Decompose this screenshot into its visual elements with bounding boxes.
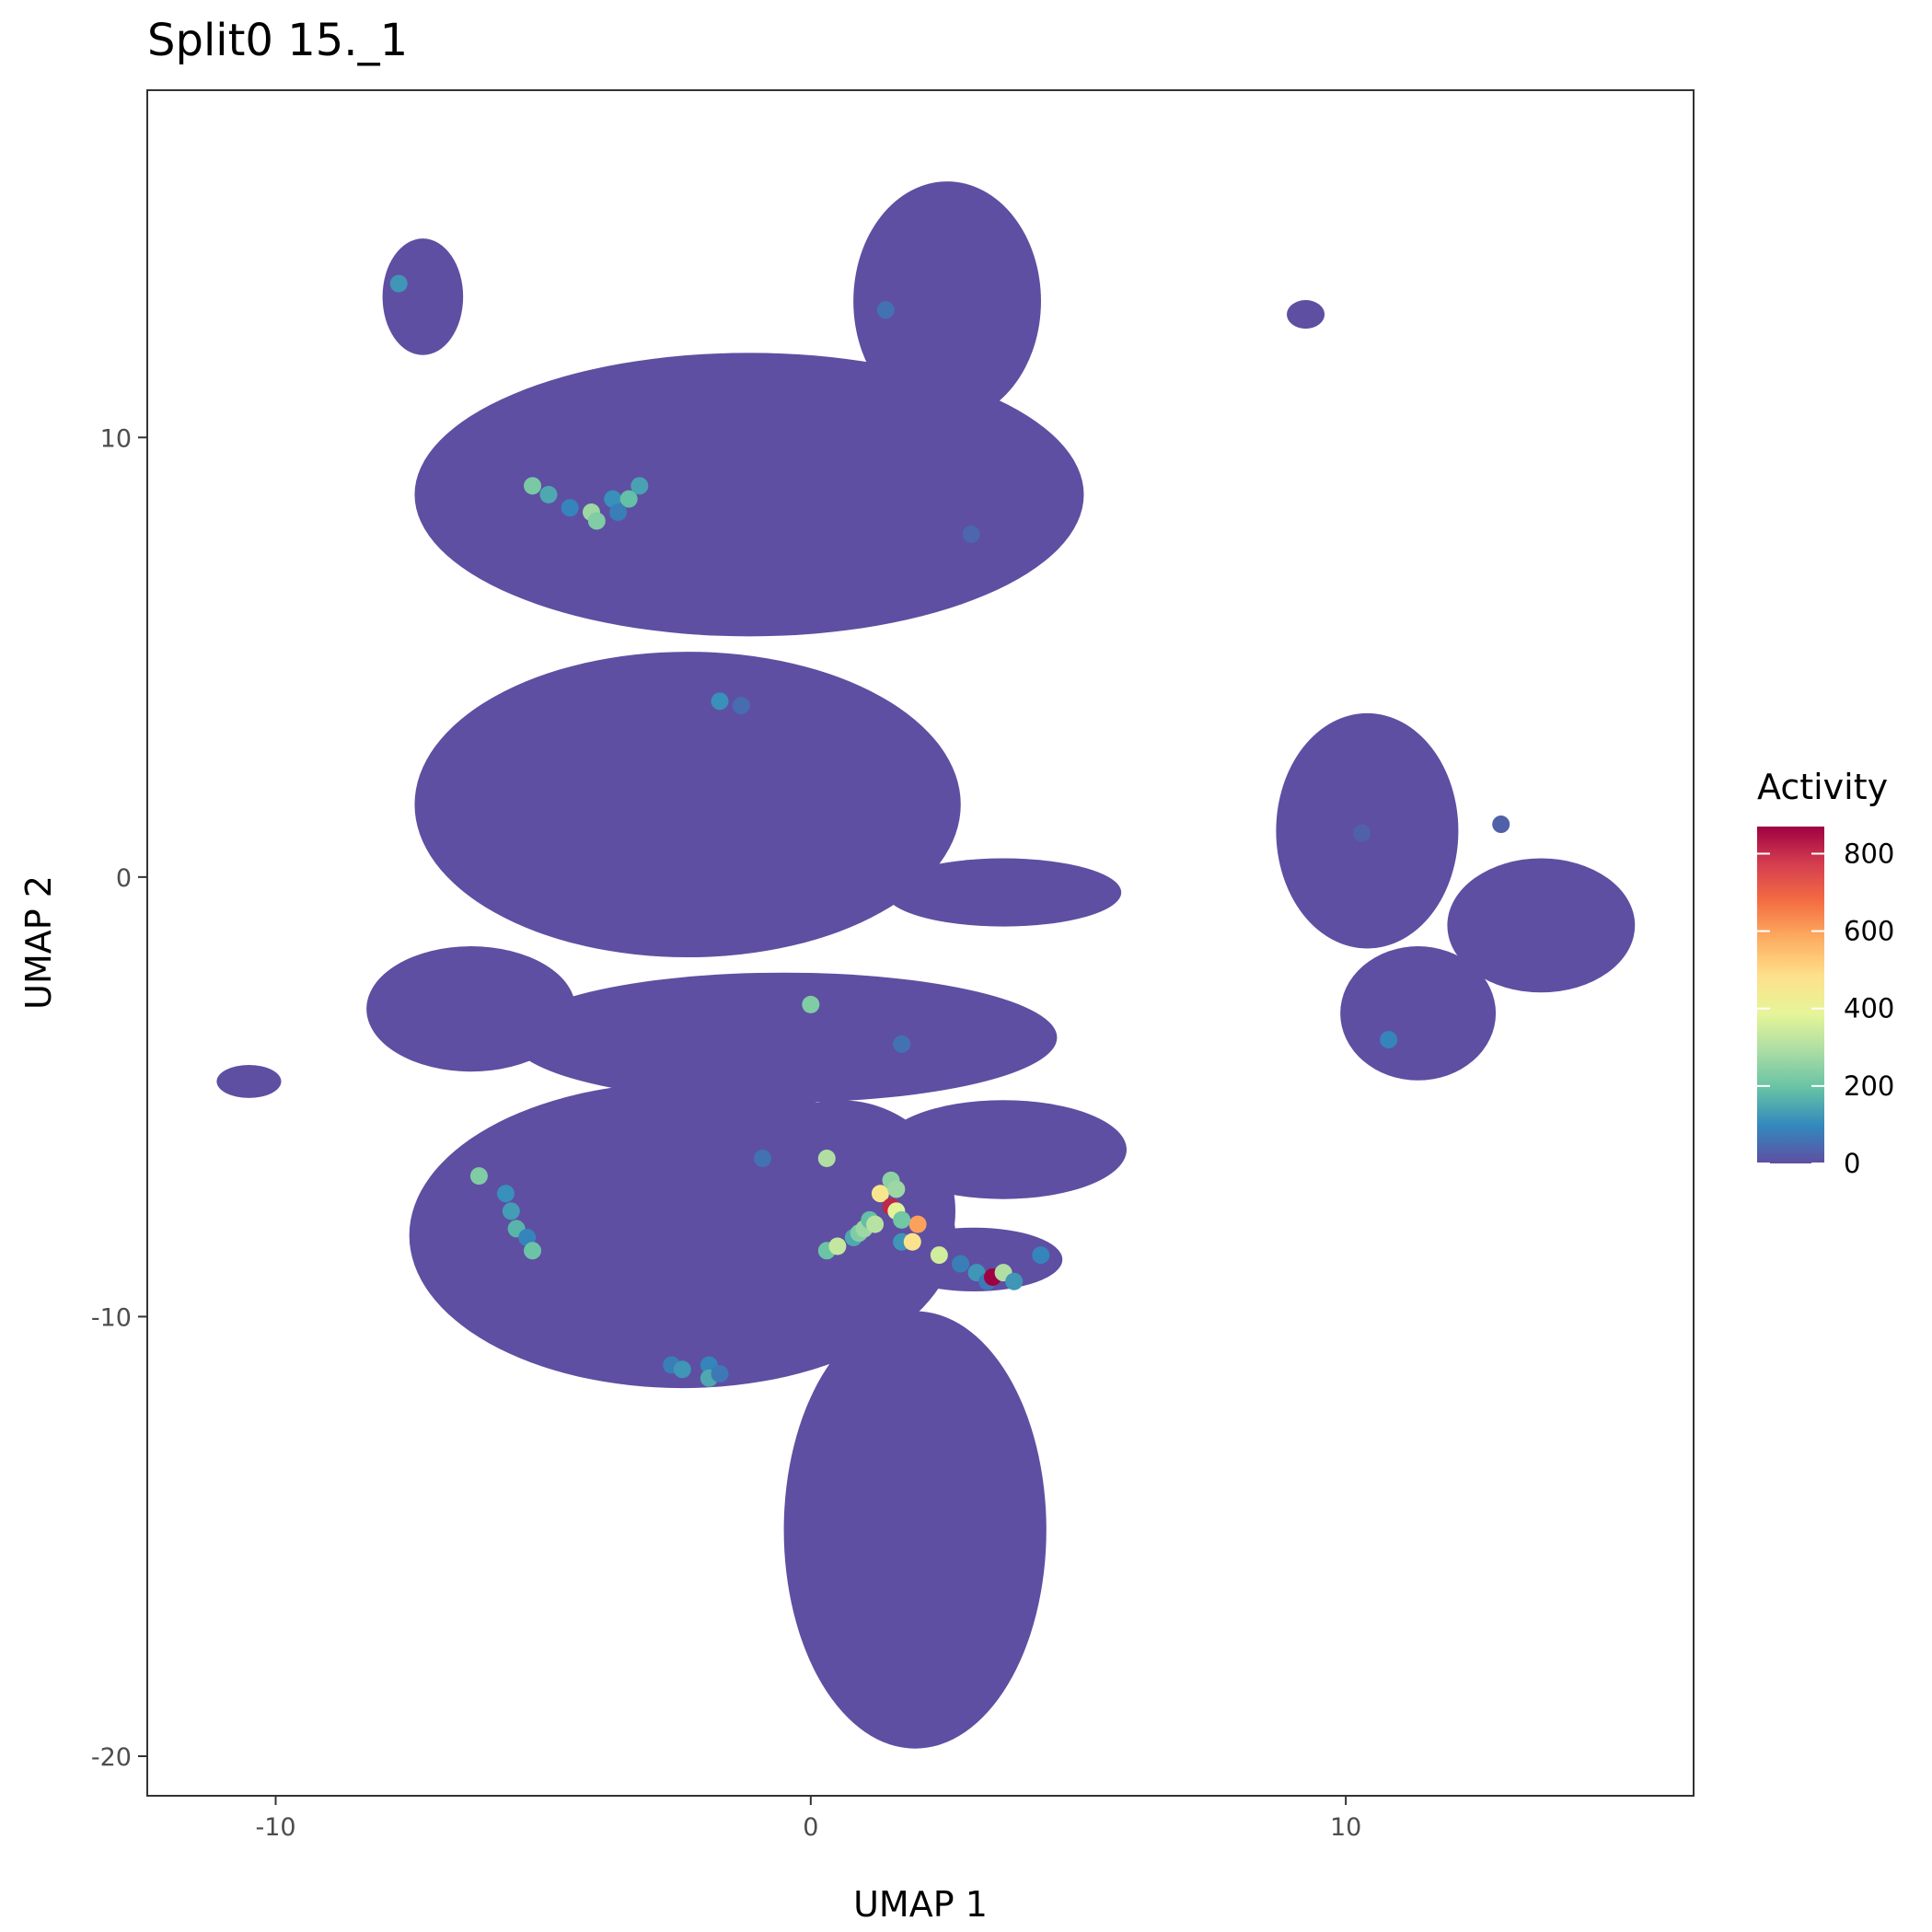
cell-point-6 [587, 512, 606, 530]
cell-point-16 [893, 1035, 911, 1053]
cell-point-15 [802, 995, 820, 1013]
cell-point-45 [893, 1210, 911, 1229]
cell-cluster-14 [1287, 300, 1325, 330]
cell-point-37 [871, 1185, 889, 1203]
legend-ticks: 0 200 400 600 800 [1757, 838, 1894, 1179]
plot-border [146, 89, 1695, 1797]
x-axis: -10 0 10 [255, 1796, 1361, 1842]
x-axis-title: UMAP 1 [853, 1884, 988, 1925]
cell-point-7 [604, 490, 622, 508]
points-layer [389, 274, 1510, 1387]
cell-point-42 [903, 1232, 921, 1251]
cell-point-9 [631, 477, 649, 495]
cell-cluster-10 [880, 1100, 1127, 1199]
cell-point-43 [908, 1215, 927, 1233]
cell-point-31 [828, 1237, 847, 1255]
cell-point-22 [524, 1242, 542, 1260]
cell-point-54 [1380, 1031, 1398, 1049]
cluster-layer [216, 181, 1636, 1749]
cell-cluster-7 [511, 972, 1058, 1103]
x-tick-label: 0 [803, 1813, 818, 1842]
cell-cluster-2 [414, 353, 1084, 637]
cell-point-56 [1492, 816, 1510, 834]
cell-point-27 [711, 1365, 729, 1383]
cell-point-19 [502, 1202, 520, 1221]
cell-point-8 [619, 490, 638, 508]
cell-point-4 [561, 499, 579, 517]
cell-cluster-5 [885, 858, 1122, 927]
legend-tick-label: 400 [1844, 993, 1894, 1024]
legend-tick-label: 0 [1844, 1148, 1860, 1179]
cell-cluster-1 [382, 238, 464, 355]
cell-point-14 [732, 697, 750, 715]
cell-point-28 [754, 1150, 772, 1168]
y-tick-label: 10 [100, 424, 132, 453]
cell-point-46 [930, 1246, 948, 1265]
cell-point-10 [609, 503, 628, 521]
legend-title: Activity [1757, 767, 1888, 807]
cell-point-21 [518, 1228, 537, 1246]
cell-point-29 [817, 1150, 836, 1168]
cell-point-3 [539, 485, 558, 503]
legend: Activity 0 200 400 600 800 [1757, 767, 1894, 1179]
cell-point-47 [952, 1255, 970, 1273]
cell-point-24 [673, 1360, 691, 1379]
cell-point-52 [1005, 1272, 1024, 1290]
cell-point-1 [389, 274, 408, 293]
legend-tick-label: 200 [1844, 1070, 1894, 1102]
cell-cluster-12 [783, 1311, 1047, 1749]
cell-point-13 [711, 692, 729, 711]
y-tick-label: 0 [116, 864, 132, 893]
cell-point-18 [496, 1185, 515, 1203]
cell-point-11 [876, 301, 895, 319]
legend-tick-label: 600 [1844, 916, 1894, 947]
x-tick-label: 10 [1330, 1813, 1361, 1842]
cell-cluster-3 [853, 181, 1041, 422]
y-tick-label: -20 [91, 1743, 132, 1772]
cell-point-2 [524, 477, 542, 495]
cell-cluster-13 [216, 1064, 282, 1098]
cell-point-53 [1032, 1246, 1050, 1265]
x-tick-label: -10 [255, 1813, 295, 1842]
cell-point-55 [1353, 824, 1371, 842]
cell-point-36 [866, 1215, 885, 1233]
cell-point-17 [469, 1167, 488, 1186]
cell-cluster-4 [414, 652, 961, 958]
cell-cluster-16 [1447, 858, 1636, 993]
legend-tick-label: 800 [1844, 838, 1894, 869]
cell-cluster-17 [1340, 946, 1497, 1081]
chart-title: Split0 15._1 [147, 15, 408, 66]
y-axis-title: UMAP 2 [18, 875, 59, 1010]
y-tick-label: -10 [91, 1303, 132, 1332]
cell-point-44 [887, 1180, 906, 1198]
y-axis: -20 -10 0 10 [91, 424, 147, 1772]
cell-point-12 [962, 525, 980, 543]
legend-colorbar [1757, 827, 1824, 1163]
